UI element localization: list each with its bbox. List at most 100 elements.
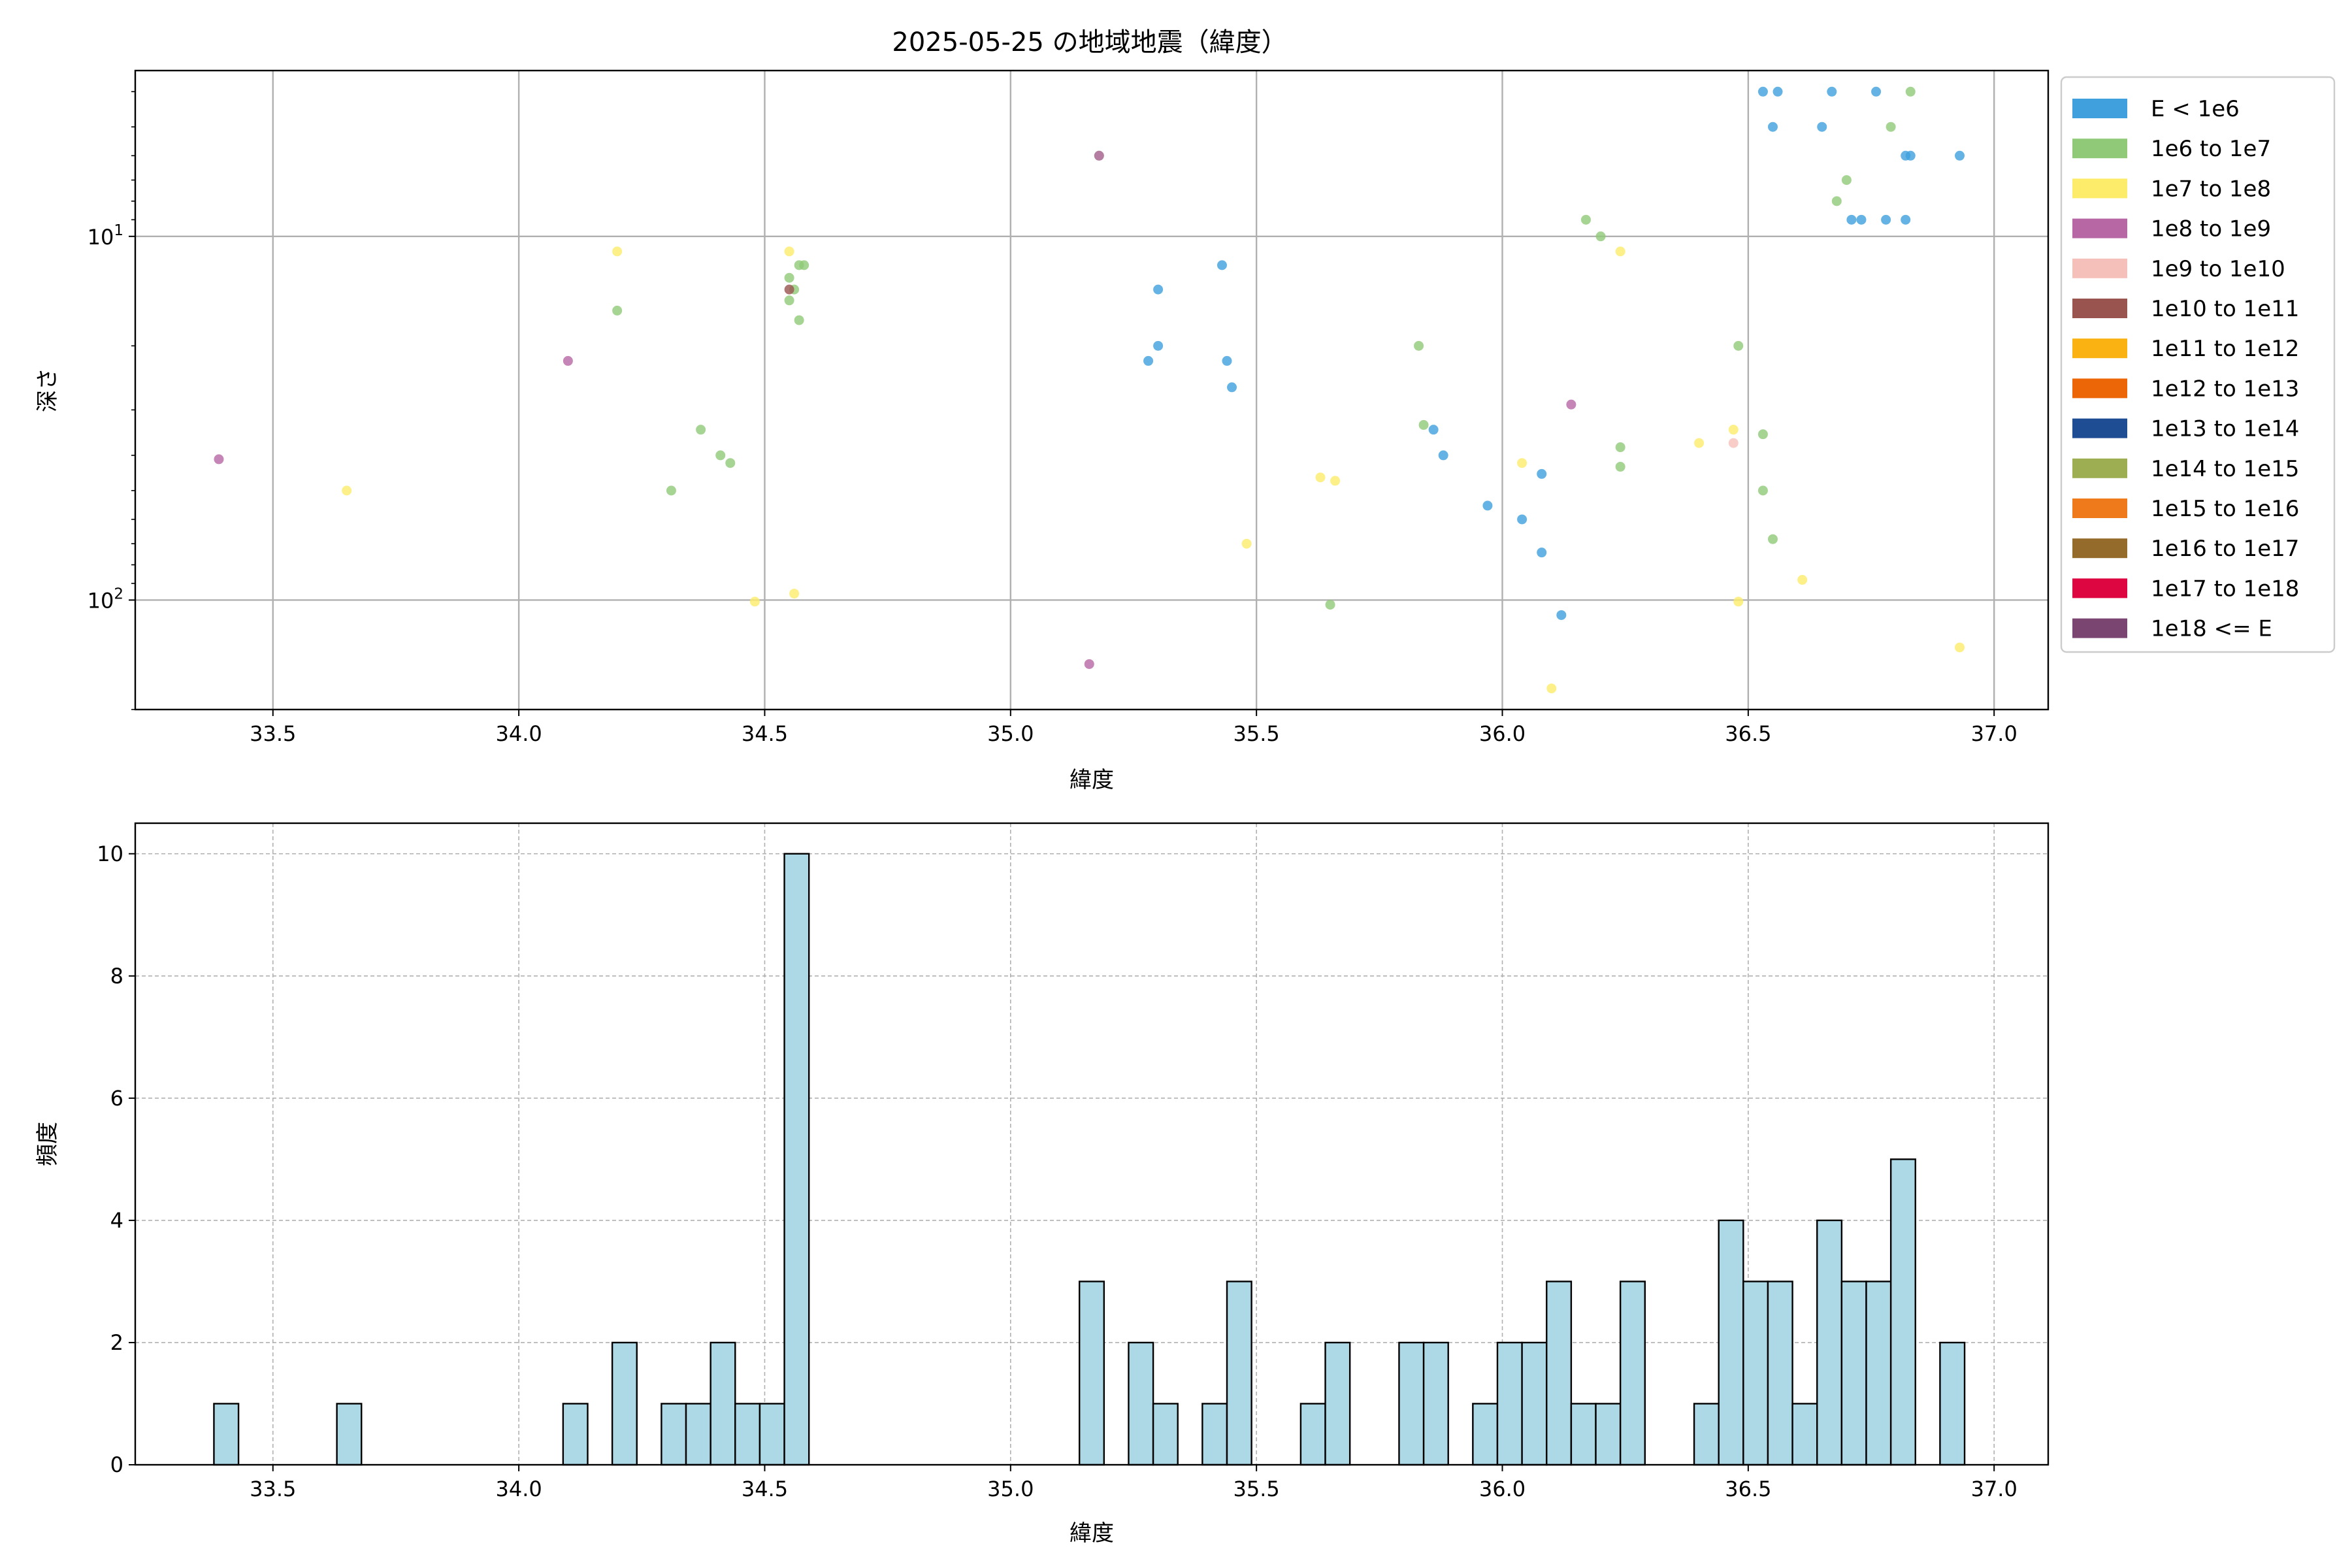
histogram-bar [1767,1281,1793,1466]
scatter-point [1772,86,1783,97]
scatter-x-tick-label: 34.5 [742,721,788,746]
scatter-point [1566,399,1576,410]
scatter-point [1841,175,1852,186]
scatter-point [1325,600,1335,610]
histogram-y-tick-label: 8 [110,964,123,988]
histogram-bar [336,1403,363,1466]
histogram-bar [783,853,810,1466]
histogram-bar [1201,1403,1228,1466]
scatter-point [1767,534,1778,544]
scatter-point [1955,642,1965,653]
histogram-plot-frame [134,822,2050,1466]
legend-items: E < 1e6 1e6 to 1e7 1e7 to 1e8 1e8 to 1e9 1e9… [2072,96,2299,642]
legend-swatch [2072,299,2127,318]
scatter-point [1694,438,1705,448]
scatter-point [749,596,760,607]
scatter-point [1595,231,1606,242]
scatter-point [789,589,800,599]
scatter-x-tick-label: 35.5 [1233,721,1280,746]
histogram-bar [213,1403,240,1466]
scatter-point [1546,683,1557,694]
scatter-point [1222,355,1232,366]
scatter-point [1615,442,1625,453]
histogram-bar [1398,1341,1425,1466]
legend-swatch [2072,99,2127,118]
scatter-point [1757,429,1768,440]
scatter-point [1330,476,1341,486]
legend-swatch [2072,418,2127,438]
histogram-bar [1226,1281,1252,1466]
scatter-point [666,485,676,496]
scatter-point [1733,340,1744,351]
histogram-bar [1742,1281,1769,1466]
legend-swatch [2072,258,2127,278]
scatter-y-tick-label: 101 [88,222,123,250]
legend-label: 1e18 <= E [2151,616,2272,642]
histogram-x-tick-label: 35.0 [987,1477,1034,1501]
histogram-bar [1546,1281,1573,1466]
scatter-point [1580,214,1591,225]
histogram-bar [1718,1219,1744,1466]
scatter-point [1482,500,1493,511]
scatter-point [1241,538,1252,549]
scatter-point [1418,419,1429,430]
scatter-chart: 2025-05-25 の地域地震（緯度） 33.5 34.0 34.5 35.0 35.… [35,27,2050,793]
histogram-bar [1570,1403,1597,1466]
scatter-point [1901,214,1911,225]
histogram-y-tick-label: 6 [110,1086,123,1111]
histogram-bar [1078,1281,1105,1466]
histogram-x-ticks: 33.5 34.0 34.5 35.0 35.5 36.0 36.5 37.0 [250,1465,2017,1501]
scatter-x-tick-label: 36.5 [1725,721,1771,746]
scatter-point [1733,596,1744,607]
scatter-point [342,485,352,496]
histogram-x-tick-label: 36.0 [1479,1477,1526,1501]
histogram-bar [1422,1341,1449,1466]
scatter-point [784,246,794,257]
scatter-x-ticks: 33.5 34.0 34.5 35.0 35.5 36.0 36.5 37.0 [250,710,2017,746]
scatter-point [214,454,224,465]
histogram-bar [1939,1341,1966,1466]
legend-swatch [2072,498,2127,518]
legend-swatch [2072,178,2127,199]
scatter-point [715,450,726,461]
scatter-gridlines [135,71,2048,710]
legend-label: 1e10 to 1e11 [2151,296,2299,322]
legend-label: 1e7 to 1e8 [2151,176,2271,202]
histogram-bars [213,853,1966,1466]
scatter-point [1094,150,1104,161]
scatter-x-tick-label: 37.0 [1971,721,2017,746]
legend-label: 1e11 to 1e12 [2151,336,2299,362]
scatter-point [1517,514,1527,525]
scatter-point [1881,214,1891,225]
histogram-bar [1472,1403,1499,1466]
scatter-x-axis-label: 緯度 [1070,767,1114,793]
scatter-point [1905,86,1916,97]
scatter-point [696,425,706,435]
histogram-bar [1693,1403,1720,1466]
histogram-x-tick-label: 34.0 [495,1477,542,1501]
histogram-x-tick-label: 34.5 [742,1477,788,1501]
scatter-point [1856,214,1867,225]
legend-swatch [2072,338,2127,359]
scatter-point [1556,610,1567,620]
histogram-bar [734,1403,761,1466]
histogram-bar [1889,1158,1916,1466]
scatter-point [1428,425,1439,435]
histogram-y-tick-label: 2 [110,1330,123,1355]
histogram-bar [1791,1403,1818,1466]
histogram-bar [1152,1403,1179,1466]
scatter-point [1517,458,1527,468]
histogram-bar [1816,1219,1843,1466]
histogram-bar [1840,1281,1867,1466]
scatter-point [1831,196,1842,206]
scatter-point [1537,468,1547,479]
scatter-point [1615,246,1625,257]
legend-swatch [2072,538,2127,559]
histogram-bar [1128,1341,1154,1466]
scatter-point [1084,659,1094,669]
legend-label: 1e12 to 1e13 [2151,376,2299,402]
legend-swatch [2072,139,2127,159]
legend-label: 1e13 to 1e14 [2151,416,2299,442]
scatter-y-axis-label: 深さ [35,368,61,412]
scatter-point [1143,355,1154,366]
